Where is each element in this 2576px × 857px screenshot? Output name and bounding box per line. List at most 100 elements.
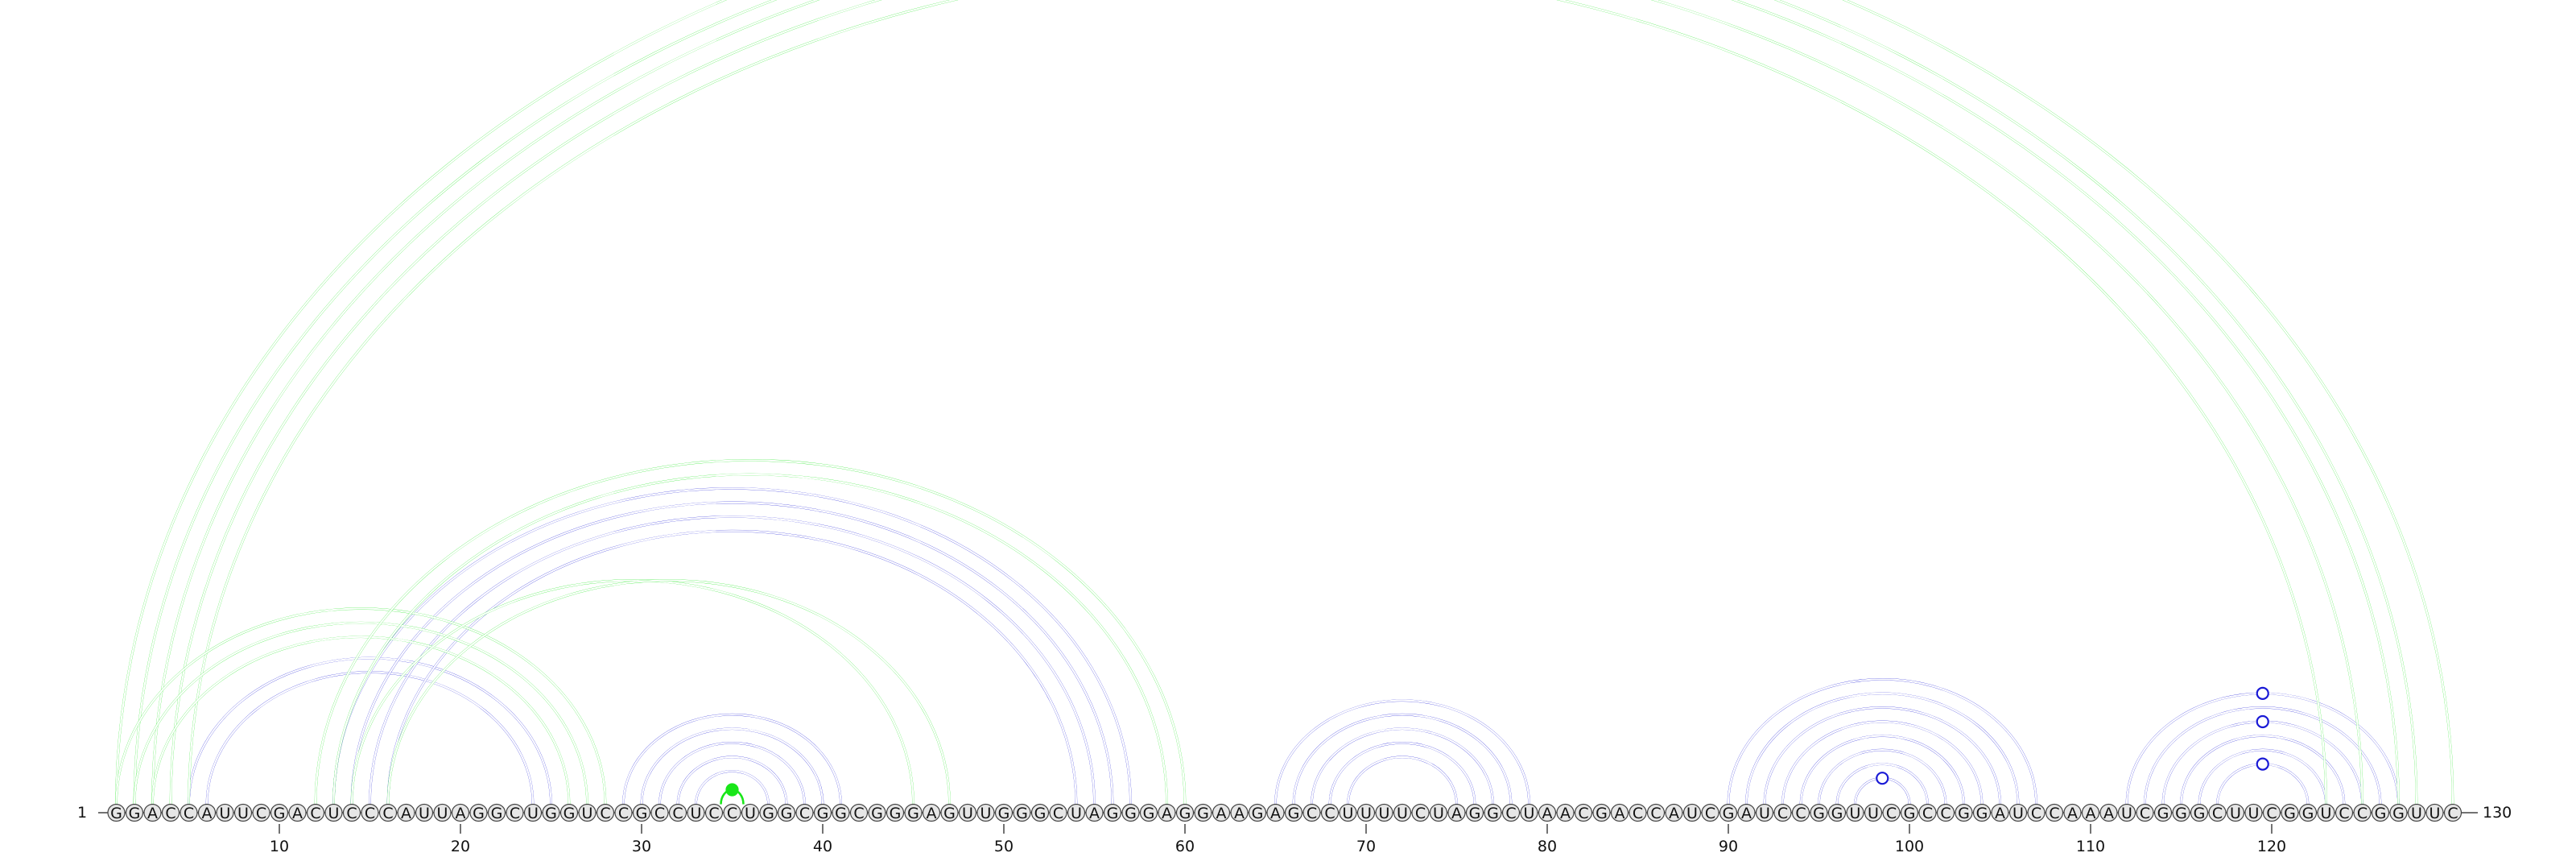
nucleotide-letter: G (2157, 805, 2169, 822)
base-pair-arc-core (1274, 699, 1530, 805)
nucleotide-circle (1248, 803, 1267, 822)
base-pair-arc (1328, 742, 1476, 805)
nucleotide-letter: U (2411, 805, 2422, 822)
nucleotide-circle (1302, 803, 1321, 822)
base-pair-arc-core (2198, 748, 2327, 805)
tick-label: 120 (2257, 838, 2286, 855)
nucleotide-letter: U (962, 805, 973, 822)
nucleotide-letter: G (473, 805, 485, 822)
nucleotide-circle (415, 803, 434, 822)
nucleotide-circle (542, 803, 560, 822)
nucleotide-circle (397, 803, 415, 822)
nucleotide-circle (2153, 803, 2173, 822)
nucleotide-letter: G (1179, 805, 1191, 822)
base-pair-arc (1781, 720, 1984, 805)
nucleotide-circle (1846, 803, 1864, 822)
nucleotide-circle (994, 803, 1013, 822)
nucleotide-letter: G (491, 805, 503, 822)
nucleotide-circle (1991, 803, 2009, 822)
nucleotide-letter: C (1922, 805, 1933, 822)
nucleotide-letter: U (691, 805, 702, 822)
nucleotide-circle (2353, 803, 2372, 822)
nucleotide-circle (2226, 803, 2245, 822)
nucleotide-circle (1447, 803, 1466, 822)
nucleotide-circle (506, 803, 524, 822)
base-pair-arc-core (622, 714, 842, 805)
nucleotide-letter: G (1596, 805, 1608, 822)
base-pair-arc (350, 501, 1114, 805)
nucleotide-circle (904, 803, 923, 822)
end-index-label: 130 (2483, 804, 2512, 822)
base-pair-arc-core (332, 487, 1132, 805)
tick-label: 100 (1895, 838, 1924, 855)
nucleotide-circle (868, 803, 886, 822)
nucleotide-letter: A (1542, 805, 1553, 822)
nucleotide-letter: G (2392, 805, 2405, 822)
nucleotide-letter: A (202, 805, 213, 822)
base-pair-arc-core (1818, 748, 1947, 805)
base-pair-arc (115, 0, 2454, 805)
nucleotide-letter: C (382, 805, 393, 822)
nucleotide-circle (197, 803, 217, 822)
base-pair-arc-core (1835, 763, 1929, 805)
nucleotide-circle (1918, 803, 1937, 822)
nucleotide-letter: C (2339, 805, 2349, 822)
nucleotide-circle (1900, 803, 1919, 822)
nucleotide-letter: G (129, 805, 141, 822)
base-pair-arc (1745, 692, 2020, 805)
nucleotide-circle (1864, 803, 1883, 822)
nucleotide-circle (1484, 803, 1502, 822)
base-pair-arc-core (1311, 727, 1494, 805)
nucleotide-letter: G (907, 805, 919, 822)
nucleotide-letter: C (184, 805, 194, 822)
nucleotide-circle (1665, 803, 1683, 822)
nucleotide-circle (2099, 803, 2118, 822)
nucleotide-circle (1013, 803, 1031, 822)
nucleotide-letter: G (1252, 805, 1264, 822)
nucleotide-letter: C (2031, 805, 2041, 822)
tick-label: 50 (994, 838, 1013, 855)
nucleotide-letter: U (1759, 805, 1770, 822)
nucleotide-letter: A (292, 805, 303, 822)
nucleotide-letter: A (1162, 805, 1172, 822)
nucleotide-circle (1339, 803, 1357, 822)
base-pair-arc (386, 579, 951, 805)
nucleotide-circle (614, 803, 633, 822)
nucleotide-letter: G (1197, 805, 1209, 822)
nucleotide-letter: A (1560, 805, 1571, 822)
nucleotide-letter: C (510, 805, 520, 822)
nucleotide-circle (1882, 803, 1901, 822)
nucleotide-letter: C (1650, 805, 1661, 822)
nucleotide-letter: G (781, 805, 793, 822)
nucleotide-letter: U (2321, 805, 2332, 822)
nucleotide-letter: U (2230, 805, 2241, 822)
nucleotide-circle (378, 803, 398, 822)
nucleotide-letter: C (1886, 805, 1897, 822)
nucleotide-letter: G (817, 805, 829, 822)
nucleotide-letter: U (2248, 805, 2260, 822)
nucleotide-letter: C (1633, 805, 1643, 822)
nucleotide-letter: C (2049, 805, 2059, 822)
nucleotide-circle (1610, 803, 1629, 822)
nucleotide-circle (1429, 803, 1448, 822)
nucleotide-letter: U (745, 805, 756, 822)
nucleotide-circle (2298, 803, 2318, 822)
nucleotide-circle (1465, 803, 1484, 822)
nucleotide-letter: G (835, 805, 847, 822)
nucleotide-circle (2063, 803, 2082, 822)
tick-label: 40 (813, 838, 832, 855)
nucleotide-letter: C (654, 805, 665, 822)
nucleotide-circle (1755, 803, 1774, 822)
nucleotide-circle (1972, 803, 1992, 822)
base-pair-arc-core (350, 579, 914, 805)
nucleotide-circle (1085, 803, 1104, 822)
base-pair-arc-core (133, 622, 588, 805)
nucleotide-circle (1701, 803, 1719, 822)
nucleotide-circle (1629, 803, 1647, 822)
nucleotide-letter: G (1125, 805, 1137, 822)
nucleotide-circle (361, 803, 379, 822)
nucleotide-circle (759, 803, 778, 822)
nucleotide-circle (2244, 803, 2263, 822)
nucleotide-circle (1194, 803, 1212, 822)
nucleotide-circle (2371, 803, 2390, 822)
